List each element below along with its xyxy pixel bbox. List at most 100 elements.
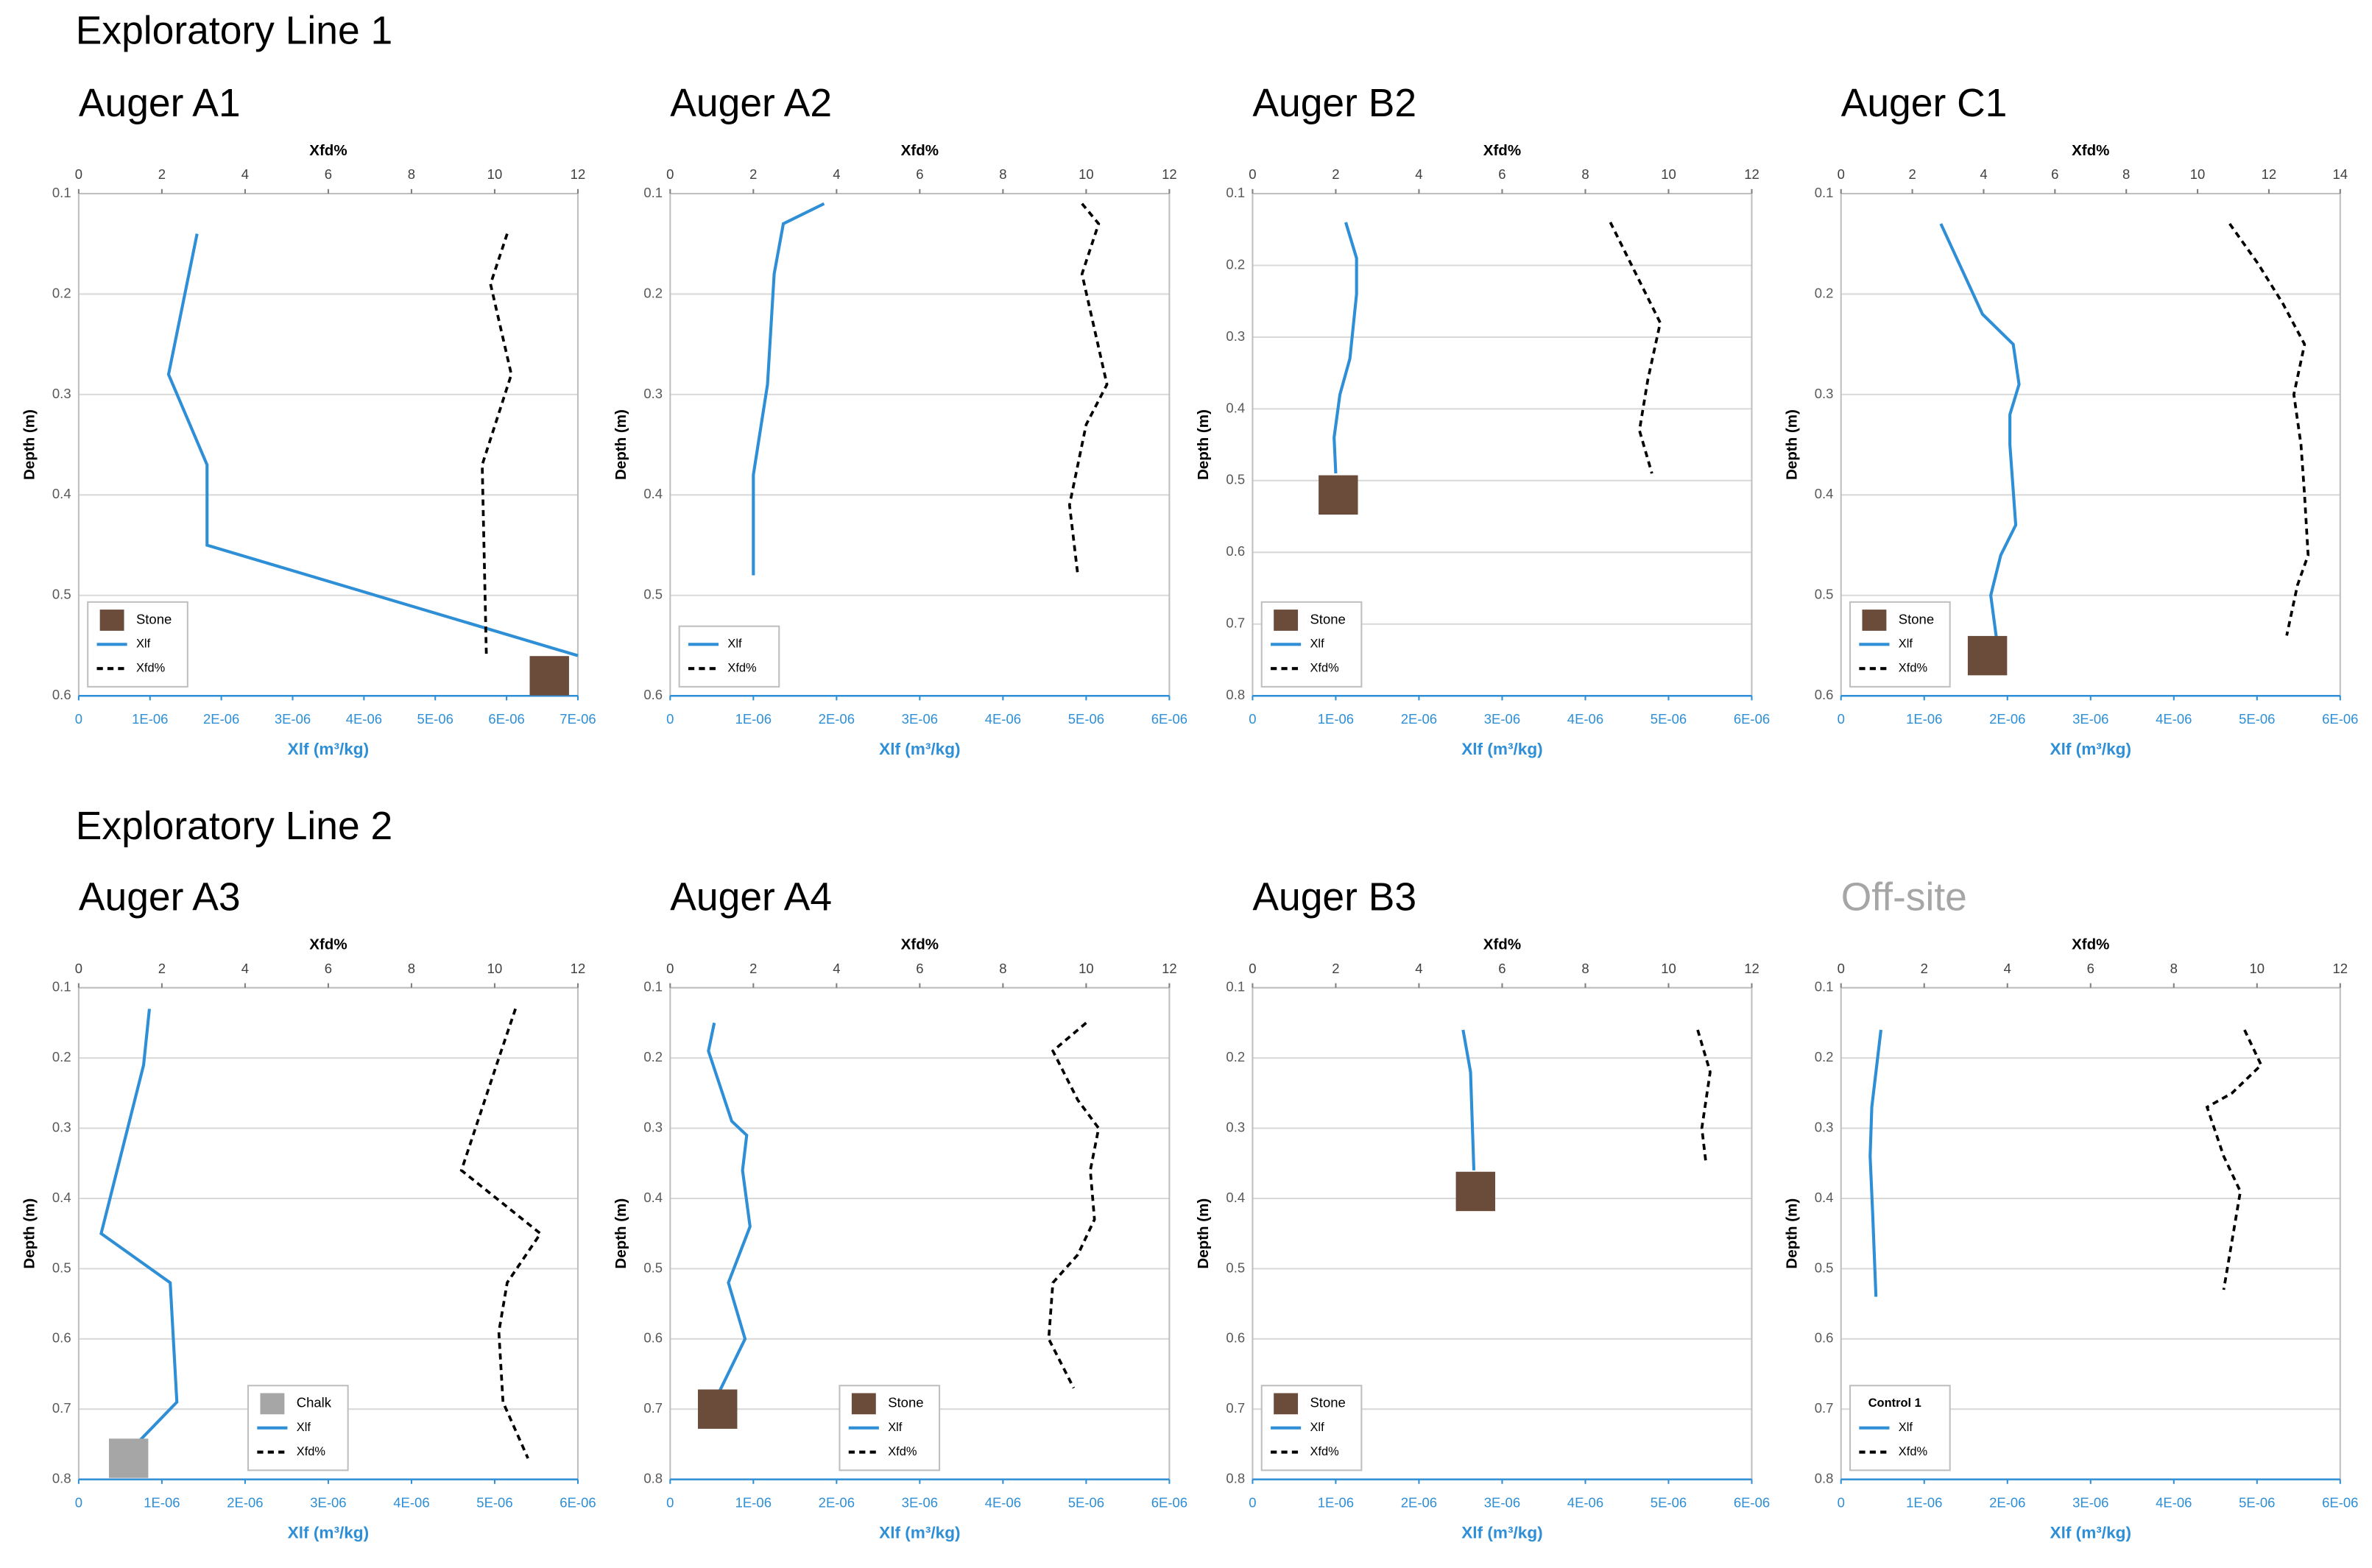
x2-tick-label: 10 — [1661, 961, 1676, 976]
x2-tick-label: 4 — [241, 961, 249, 976]
y-tick-label: 0.2 — [1815, 285, 1834, 300]
series-line — [459, 1008, 543, 1459]
x-tick-label: 0 — [75, 1494, 82, 1510]
y-tick-label: 0.7 — [52, 1400, 71, 1416]
x2-tick-label: 2 — [1332, 166, 1339, 182]
x-tick-label: 2E-06 — [1989, 711, 2025, 727]
y-tick-label: 0.1 — [1226, 979, 1245, 995]
y-tick-label: 0.1 — [52, 979, 71, 995]
panel-title: Auger A1 — [79, 82, 241, 125]
y-tick-label: 0.3 — [52, 386, 71, 401]
legend-box — [678, 625, 780, 688]
x2-tick-label: 6 — [325, 961, 332, 976]
x2-tick-label: 2 — [1921, 961, 1928, 976]
series-line — [1696, 1029, 1712, 1164]
legend-label: Xfd% — [1899, 662, 1928, 675]
legend-label: Xfd% — [888, 1445, 917, 1458]
series-line — [2228, 222, 2310, 636]
marker-square — [529, 656, 569, 696]
x-tick-label: 2E-06 — [203, 711, 239, 727]
series-line — [2205, 1029, 2263, 1290]
x-tick-label: 1E-06 — [1318, 711, 1354, 727]
x2-tick-label: 10 — [2190, 166, 2206, 182]
x2-tick-label: 0 — [666, 166, 674, 182]
y-tick-label: 0.4 — [1815, 486, 1834, 501]
x-tick-label: 6E-06 — [2322, 711, 2358, 727]
x-tick-label: 2E-06 — [1401, 711, 1437, 727]
y-axis-label: Depth (m) — [1783, 1198, 1800, 1269]
x-tick-label: 1E-06 — [144, 1494, 180, 1510]
y-tick-label: 0.8 — [643, 1470, 663, 1486]
x2-axis-label: Xfd% — [2072, 936, 2109, 953]
x2-tick-label: 4 — [1980, 166, 1987, 182]
x2-tick-label: 8 — [2170, 961, 2178, 976]
x-tick-label: 2E-06 — [227, 1494, 263, 1510]
x-axis-label: Xlf (m³/kg) — [288, 740, 369, 758]
x-tick-label: 2E-06 — [1401, 1494, 1437, 1510]
x-axis-label: Xlf (m³/kg) — [1461, 740, 1542, 758]
x-tick-label: 2E-06 — [819, 1494, 855, 1510]
legend-label: Xlf — [1310, 638, 1324, 651]
y-tick-label: 0.6 — [1815, 687, 1834, 702]
y-tick-label: 0.2 — [52, 1049, 71, 1064]
y-axis-label: Depth (m) — [613, 1198, 629, 1269]
x-tick-label: 0 — [666, 711, 674, 727]
x-tick-label: 1E-06 — [1906, 711, 1942, 727]
x2-axis-label: Xfd% — [309, 936, 347, 953]
legend-label: Xfd% — [727, 662, 757, 675]
y-tick-label: 0.3 — [52, 1119, 71, 1134]
x-tick-label: 4E-06 — [985, 711, 1021, 727]
y-tick-label: 0.5 — [643, 587, 663, 602]
series-line — [1868, 1029, 1883, 1297]
x-tick-label: 3E-06 — [1484, 711, 1520, 727]
x2-tick-label: 6 — [1498, 166, 1506, 182]
x2-tick-label: 10 — [1079, 961, 1094, 976]
legend-label: Xfd% — [1310, 1445, 1339, 1458]
x2-tick-label: 12 — [571, 166, 586, 182]
legend-title: Control 1 — [1868, 1396, 1921, 1410]
y-tick-label: 0.4 — [52, 1190, 71, 1205]
x-tick-label: 5E-06 — [1651, 711, 1687, 727]
y-tick-label: 0.8 — [1226, 687, 1245, 702]
y-tick-label: 0.6 — [1815, 1330, 1834, 1346]
x-tick-label: 1E-06 — [1906, 1494, 1942, 1510]
x-tick-label: 6E-06 — [1151, 711, 1187, 727]
x-tick-label: 2E-06 — [1989, 1494, 2025, 1510]
x-tick-label: 1E-06 — [735, 711, 772, 727]
y-tick-label: 0.3 — [1815, 1119, 1834, 1134]
x2-tick-label: 8 — [408, 961, 415, 976]
legend-label: Xfd% — [1310, 662, 1339, 675]
y-tick-label: 0.4 — [643, 486, 663, 501]
x2-tick-label: 6 — [325, 166, 332, 182]
x-tick-label: 3E-06 — [902, 711, 938, 727]
plot-border — [669, 192, 1171, 697]
series-line — [166, 233, 579, 657]
x2-tick-label: 6 — [2087, 961, 2094, 976]
x2-tick-label: 8 — [2122, 166, 2130, 182]
legend-label: Xlf — [136, 638, 151, 651]
y-tick-label: 0.1 — [1815, 185, 1834, 200]
panel-title: Auger A3 — [79, 876, 241, 919]
x2-tick-label: 0 — [75, 166, 82, 182]
section-header: Exploratory Line 1 — [76, 9, 392, 52]
y-tick-label: 0.7 — [1815, 1400, 1834, 1416]
marker-square — [1319, 475, 1358, 515]
legend-label: Xfd% — [1899, 1445, 1928, 1458]
legend-swatch — [851, 1393, 876, 1415]
x2-tick-label: 2 — [1332, 961, 1339, 976]
y-tick-label: 0.1 — [1226, 185, 1245, 200]
x-tick-label: 6E-06 — [2322, 1494, 2358, 1510]
marker-square — [108, 1438, 149, 1478]
x2-tick-label: 8 — [408, 166, 415, 182]
x2-tick-label: 12 — [2333, 961, 2348, 976]
panel-title: Auger C1 — [1841, 82, 2008, 125]
y-tick-label: 0.5 — [1226, 472, 1245, 487]
section-header: Exploratory Line 2 — [76, 805, 392, 848]
legend-label: Stone — [136, 611, 172, 626]
legend-label: Xfd% — [136, 662, 166, 675]
y-tick-label: 0.3 — [1226, 1119, 1245, 1134]
legend-label: Xlf — [888, 1421, 903, 1434]
y-tick-label: 0.7 — [1226, 615, 1245, 631]
x2-tick-label: 6 — [916, 166, 923, 182]
y-tick-label: 0.6 — [1226, 543, 1245, 559]
